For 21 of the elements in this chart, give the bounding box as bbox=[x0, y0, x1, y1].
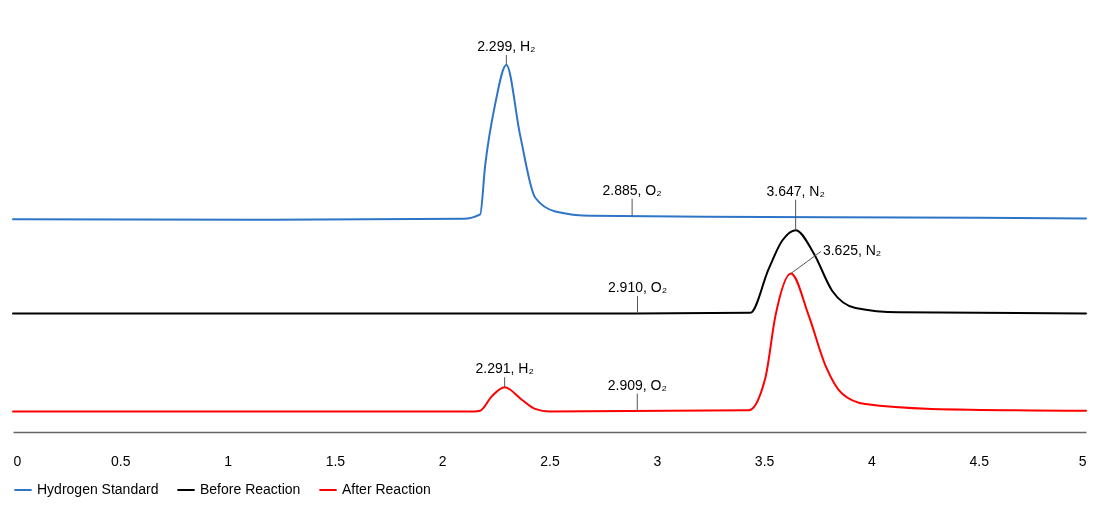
x-tick-label: 1 bbox=[224, 452, 233, 469]
x-tick-label: 4.5 bbox=[969, 452, 990, 469]
annotation: 3.625, N₂ bbox=[822, 242, 882, 259]
x-tick-label: 2 bbox=[438, 452, 447, 469]
x-tick-label: 2.5 bbox=[540, 452, 560, 469]
legend-label: Before Reaction bbox=[200, 481, 301, 497]
annotation: 2.299, H₂ bbox=[477, 38, 536, 54]
legend-label: After Reaction bbox=[342, 481, 431, 497]
legend-label: Hydrogen Standard bbox=[37, 481, 159, 497]
x-tick-label: 4 bbox=[868, 452, 876, 469]
annotation: 2.909, O₂ bbox=[607, 376, 667, 393]
x-tick-label: 3.5 bbox=[754, 452, 775, 469]
x-tick-label: 1.5 bbox=[325, 452, 346, 469]
x-tick-label: 0.5 bbox=[111, 452, 131, 469]
annotation: 2.291, H₂ bbox=[475, 360, 534, 377]
annotation: 2.910, O₂ bbox=[607, 279, 668, 296]
annotation: 2.885, O₂ bbox=[602, 181, 662, 198]
x-tick-label: 0 bbox=[13, 452, 22, 469]
x-tick-label: 5 bbox=[1078, 452, 1087, 469]
x-tick-label: 3 bbox=[653, 452, 662, 469]
annotation: 3.647, N₂ bbox=[766, 182, 825, 199]
